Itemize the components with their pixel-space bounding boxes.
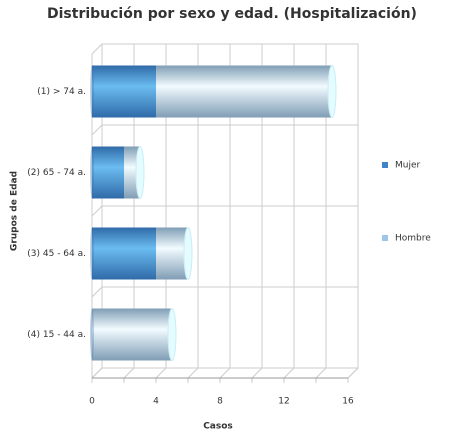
y-tick-label: (4) 15 - 44 a. [27, 330, 86, 340]
x-tick-label: 12 [278, 397, 289, 407]
x-tick-label: 16 [342, 397, 354, 407]
minor-grid-line [251, 44, 263, 383]
y-tick-label: (1) > 74 a. [37, 87, 86, 97]
minor-grid-line [187, 44, 199, 383]
category-line [91, 286, 358, 298]
minor-grid-line [315, 44, 327, 383]
y-tick-label: (3) 45 - 64 a. [27, 249, 86, 259]
bar [124, 146, 140, 199]
bar-base [90, 146, 94, 199]
legend-label: Mujer [395, 161, 421, 171]
bar [92, 308, 172, 361]
bar-base [90, 308, 94, 361]
bar [92, 146, 124, 199]
grid-line [283, 44, 295, 383]
minor-grid-line [123, 44, 135, 383]
x-tick-label: 8 [217, 397, 223, 407]
x-tick-label: 0 [89, 397, 95, 407]
category-line [91, 124, 358, 136]
grid-line [155, 44, 167, 383]
bar-cap [167, 308, 177, 361]
category-line [91, 205, 358, 217]
bar [156, 65, 332, 118]
bar [92, 65, 156, 118]
bar-cap [327, 65, 337, 118]
grid-line [219, 44, 231, 383]
bar [92, 227, 156, 280]
bar-cap [135, 146, 145, 199]
legend-swatch [382, 235, 388, 241]
y-axis-label: Grupos de Edad [10, 171, 20, 251]
bar [156, 227, 188, 280]
chart-title: Distribución por sexo y edad. (Hospitali… [47, 6, 417, 22]
legend-swatch [382, 162, 388, 168]
y-tick-label: (2) 65 - 74 a. [27, 168, 86, 178]
bar-cap [183, 227, 193, 280]
bar-base [90, 65, 94, 118]
grid-line [347, 44, 359, 383]
grid-line [91, 44, 103, 383]
x-tick-label: 4 [153, 397, 159, 407]
bar-base [90, 227, 94, 280]
x-axis-label: Casos [203, 422, 233, 432]
legend-label: Hombre [395, 234, 431, 244]
